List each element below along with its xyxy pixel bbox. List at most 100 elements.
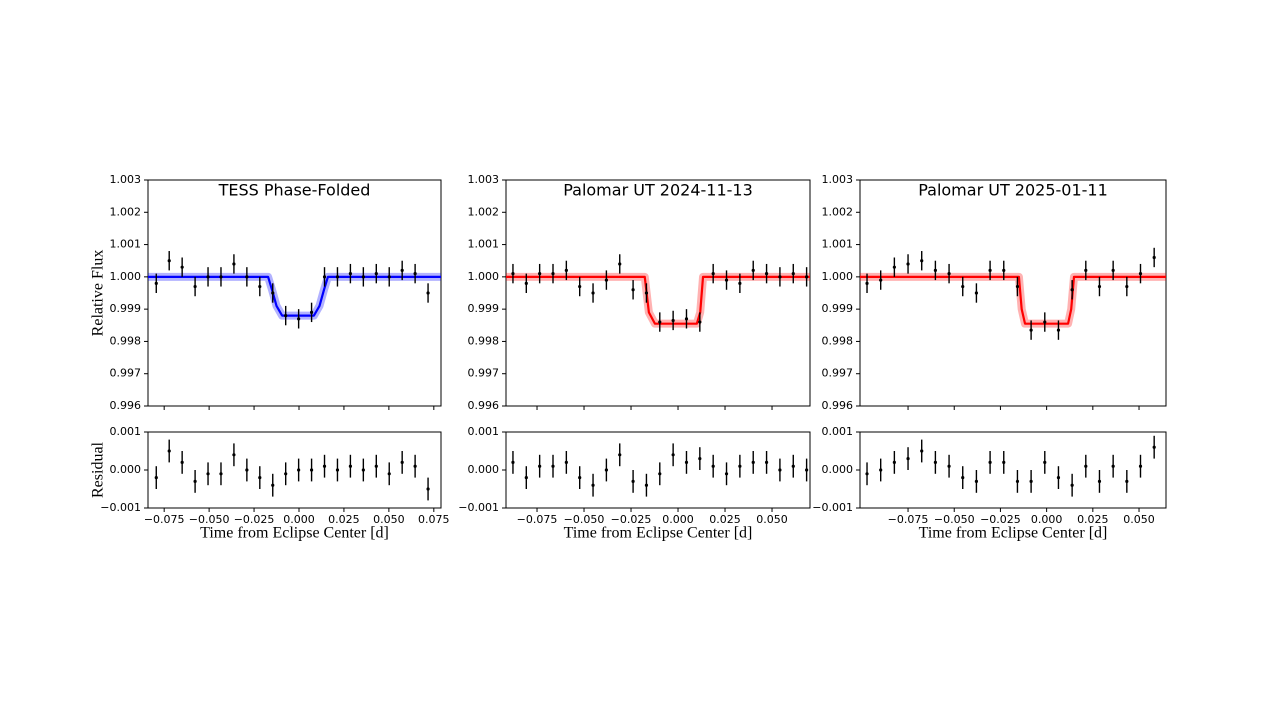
residual-point <box>1043 460 1047 464</box>
data-point <box>947 272 951 276</box>
residual-point <box>538 464 542 468</box>
residual-point <box>865 472 869 476</box>
y-tick-label: 1.002 <box>468 205 500 218</box>
x-axis-label: Time from Eclipse Center [d] <box>919 525 1108 542</box>
residual-point <box>671 453 675 457</box>
data-point <box>974 291 979 295</box>
residual-point <box>724 472 729 476</box>
residual-point <box>511 460 515 464</box>
residual-point <box>578 476 582 480</box>
data-point <box>511 272 515 276</box>
data-point <box>154 281 158 285</box>
data-point <box>698 320 702 324</box>
x-tick-label: 0.075 <box>418 513 450 526</box>
data-point <box>618 262 622 266</box>
data-point <box>180 265 184 269</box>
x-tick-label: −0.050 <box>564 513 605 526</box>
residual-point <box>1029 479 1033 483</box>
y-tick-label: 1.001 <box>822 238 854 251</box>
x-tick-label: 0.000 <box>283 513 315 526</box>
y-axis-label: Residual <box>90 441 107 498</box>
y-tick-label: 0.997 <box>110 367 142 380</box>
chart-title: Palomar UT 2025-01-11 <box>918 181 1108 200</box>
residual-point <box>906 457 910 461</box>
residual-point <box>271 483 275 487</box>
residual-frame <box>147 431 442 509</box>
data-point <box>892 265 896 269</box>
residual-point <box>658 472 662 476</box>
data-point <box>865 281 869 285</box>
data-point <box>219 275 223 279</box>
residual-point <box>644 483 649 487</box>
data-point <box>309 310 314 314</box>
data-point <box>724 278 729 282</box>
data-point <box>1084 268 1088 272</box>
x-tick-label: −0.050 <box>189 513 230 526</box>
y-tick-label: −0.001 <box>812 501 853 514</box>
residual-point <box>426 487 430 491</box>
residual-point <box>711 464 715 468</box>
data-point <box>684 317 689 321</box>
y-tick-label: 1.003 <box>110 173 142 186</box>
data-point <box>297 317 301 321</box>
data-point <box>400 268 404 272</box>
data-point <box>631 288 635 292</box>
y-tick-label: 0.996 <box>110 399 142 412</box>
residual-point <box>180 460 184 464</box>
x-tick-label: 0.050 <box>1123 513 1155 526</box>
residual-point <box>1111 464 1115 468</box>
residual-point <box>284 472 288 476</box>
residual-point <box>258 476 262 480</box>
residual-point <box>618 453 622 457</box>
y-tick-label: 1.003 <box>468 173 500 186</box>
data-point <box>778 275 782 279</box>
data-point <box>671 318 675 323</box>
data-point <box>564 268 568 272</box>
y-tick-label: 1.000 <box>110 270 142 283</box>
residual-point <box>374 464 378 468</box>
data-point <box>1125 284 1129 289</box>
y-tick-label: 1.000 <box>822 270 854 283</box>
residual-point <box>193 479 197 483</box>
y-tick-label: 1.003 <box>822 173 854 186</box>
data-point <box>791 272 795 276</box>
x-tick-label: −0.075 <box>517 513 558 526</box>
residual-point <box>335 468 340 472</box>
data-point <box>658 320 662 324</box>
model-line <box>506 275 810 325</box>
y-tick-label: 0.001 <box>468 425 500 438</box>
residual-point <box>920 449 924 453</box>
residual-point <box>1084 464 1088 468</box>
residual-frame <box>859 431 1167 509</box>
y-axis-label: Relative Flux <box>90 250 107 337</box>
residual-point <box>1152 445 1156 449</box>
plot-frame <box>859 179 1167 407</box>
data-point <box>335 275 340 279</box>
residual-point <box>167 449 171 453</box>
residual-point <box>1125 479 1129 483</box>
data-point <box>738 281 742 285</box>
data-point <box>374 272 378 276</box>
data-point <box>167 259 171 263</box>
x-tick-label: −0.025 <box>980 513 1021 526</box>
y-tick-label: 0.998 <box>468 334 500 347</box>
data-point <box>524 281 528 285</box>
data-point <box>1002 268 1006 272</box>
data-point <box>361 275 365 279</box>
residual-frame <box>505 431 811 509</box>
residual-point <box>206 472 210 476</box>
data-point <box>1029 328 1033 332</box>
x-tick-label: 0.050 <box>756 513 788 526</box>
residual-point <box>791 464 795 468</box>
residual-point <box>988 460 992 464</box>
residual-point <box>631 479 635 483</box>
residual-point <box>974 479 979 483</box>
data-point <box>805 275 809 279</box>
x-tick-label: 0.000 <box>662 513 694 526</box>
residual-point <box>892 460 896 464</box>
residual-point <box>348 464 353 468</box>
data-point <box>284 314 288 318</box>
y-tick-label: 0.000 <box>468 463 500 476</box>
data-point <box>322 275 327 279</box>
data-point <box>1097 284 1102 289</box>
